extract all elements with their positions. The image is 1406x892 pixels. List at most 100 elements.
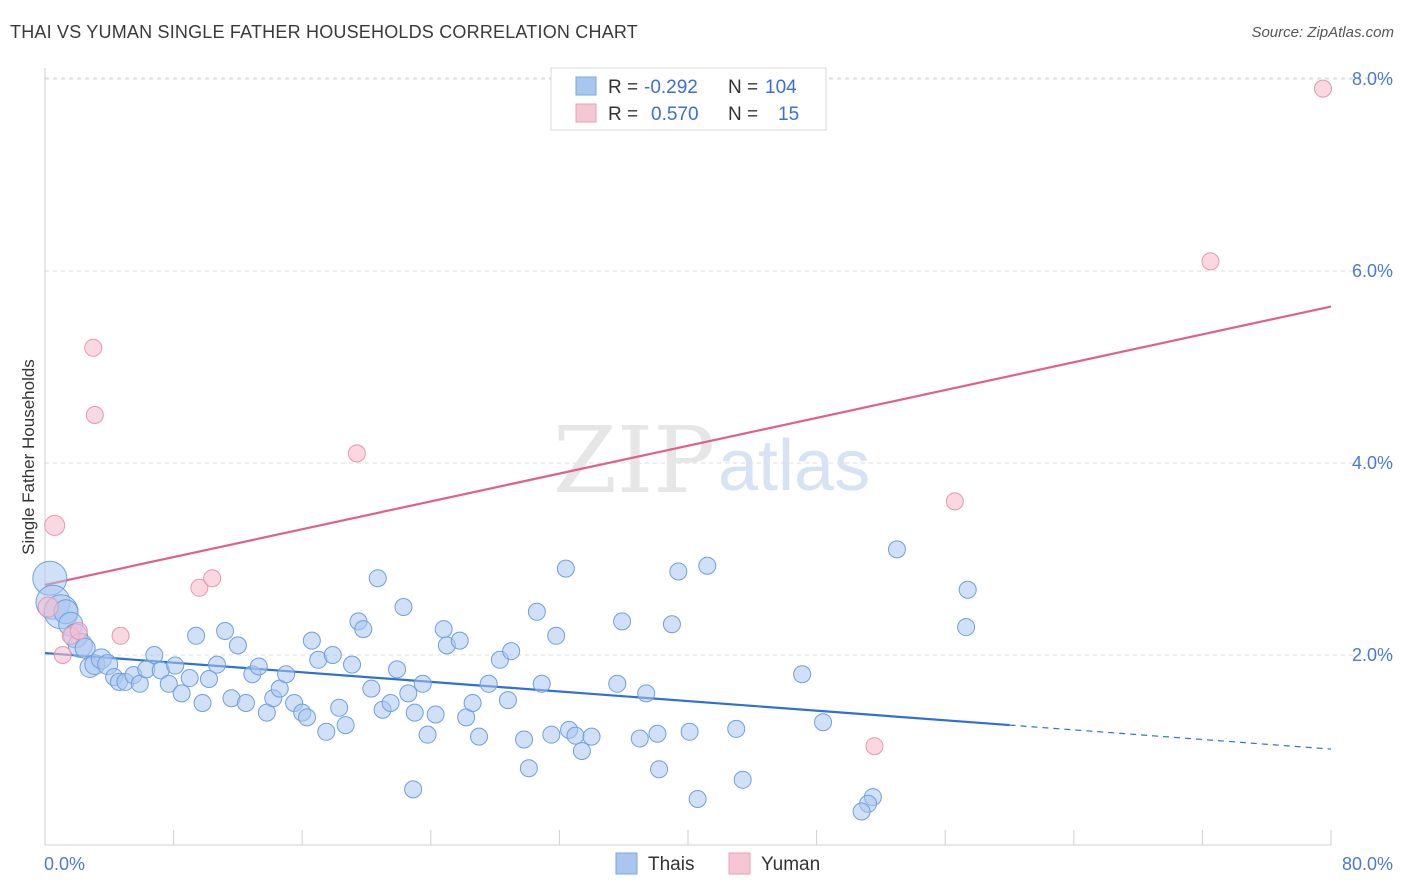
y-tick-label-0: 2.0% (1352, 645, 1393, 665)
point-thais-96 (814, 713, 833, 732)
watermark-zip: ZIP (553, 407, 715, 514)
point-yuman-6 (111, 626, 130, 645)
watermark-atlas: atlas (718, 426, 870, 506)
point-thais-41 (302, 631, 321, 650)
point-yuman-4 (84, 338, 103, 357)
point-thais-44 (323, 646, 342, 664)
point-yuman-8 (203, 569, 222, 588)
point-thais-58 (413, 674, 432, 693)
point-thais-87 (698, 556, 717, 575)
legend-swatch-thais (575, 76, 597, 96)
point-thais-90 (404, 780, 423, 799)
point-thais-102 (852, 802, 871, 821)
x-tick-label-1: 80.0% (1342, 854, 1393, 874)
point-thais-81 (470, 727, 489, 746)
legend-n-value-1: 104 (765, 77, 797, 98)
point-thais-57 (405, 703, 424, 722)
point-thais-70 (527, 602, 546, 621)
point-thais-31 (236, 694, 255, 712)
point-thais-33 (249, 657, 268, 676)
y-axis-title: Single Father Households (19, 359, 38, 555)
y-tick-label-2: 6.0% (1352, 261, 1393, 281)
point-thais-23 (180, 669, 199, 688)
point-thais-27 (208, 655, 227, 674)
point-thais-56 (399, 684, 418, 703)
point-thais-43 (317, 722, 336, 741)
point-yuman-1 (53, 646, 72, 664)
point-thais-55 (394, 598, 413, 616)
point-yuman-0 (44, 514, 66, 536)
point-yuman-3 (69, 622, 88, 640)
data-points (32, 79, 1332, 821)
point-thais-60 (426, 705, 445, 724)
legend-n-label-2: N = (728, 104, 758, 125)
point-thais-49 (354, 620, 373, 639)
point-thais-54 (388, 660, 407, 679)
watermark: ZIP atlas (553, 407, 870, 514)
point-yuman-5 (85, 406, 104, 424)
trend-lines (44, 305, 1332, 750)
point-thais-37 (277, 665, 296, 684)
grid-lines (45, 77, 1392, 656)
point-thais-26 (199, 670, 218, 688)
point-thais-69 (502, 642, 521, 661)
point-thais-30 (228, 636, 247, 655)
point-thais-68 (498, 691, 517, 710)
point-thais-94 (733, 770, 752, 789)
point-thais-50 (362, 679, 381, 698)
point-yuman-10 (945, 492, 964, 511)
y-tick-label-1: 4.0% (1352, 453, 1393, 473)
legend-swatch-yuman (575, 103, 597, 123)
point-thais-61 (434, 620, 453, 639)
trend-line-yuman (44, 305, 1332, 586)
trend-line-thais-extension (1009, 724, 1332, 750)
point-thais-75 (582, 727, 601, 746)
point-thais-28 (216, 622, 235, 640)
point-thais-103 (662, 615, 681, 634)
bottom-legend-label-yuman: Yuman (761, 854, 820, 875)
point-thais-86 (669, 562, 688, 581)
point-thais-88 (650, 760, 669, 779)
point-thais-85 (572, 742, 591, 760)
x-tick-label-0: 0.0% (44, 854, 85, 874)
point-thais-47 (343, 655, 362, 674)
point-thais-24 (187, 626, 206, 645)
point-thais-78 (637, 684, 656, 703)
legend-n-value-2: 15 (778, 104, 799, 125)
legend-n-label-1: N = (728, 77, 758, 98)
point-thais-25 (193, 694, 212, 712)
point-thais-20 (159, 674, 178, 693)
point-thais-45 (330, 698, 349, 717)
point-yuman-9 (347, 444, 366, 463)
point-yuman-11 (865, 737, 884, 756)
point-thais-99 (957, 618, 976, 637)
point-thais-80 (630, 729, 649, 748)
axes (44, 68, 1332, 846)
correlation-legend: R = -0.292 N = 104 R = 0.570 N = 15 (550, 67, 827, 131)
point-thais-53 (381, 694, 400, 712)
chart-title: THAI VS YUMAN SINGLE FATHER HOUSEHOLDS C… (10, 22, 638, 42)
y-tick-label-3: 8.0% (1352, 69, 1393, 89)
point-thais-91 (680, 722, 699, 741)
point-thais-100 (958, 580, 977, 599)
legend-r-value-2: 0.570 (651, 104, 699, 125)
point-thais-74 (566, 726, 585, 745)
point-thais-59 (418, 725, 437, 744)
point-thais-89 (519, 759, 538, 778)
legend-r-label-2: R = (608, 104, 638, 125)
trend-line-thais (44, 651, 1010, 727)
point-yuman-12 (1201, 252, 1220, 271)
tick-labels: 2.0% 4.0% 6.0% 8.0% 0.0% 80.0% (44, 69, 1393, 874)
point-thais-51 (368, 569, 387, 588)
point-thais-66 (479, 674, 498, 693)
point-thais-65 (463, 694, 482, 712)
point-thais-82 (515, 730, 534, 749)
point-thais-76 (608, 674, 627, 693)
point-thais-46 (336, 716, 355, 735)
point-thais-63 (450, 631, 469, 650)
legend-r-value-1: -0.292 (644, 77, 698, 98)
legend-r-label-1: R = (608, 77, 638, 98)
point-yuman-14 (37, 596, 59, 618)
bottom-legend-swatch-yuman (728, 852, 751, 875)
